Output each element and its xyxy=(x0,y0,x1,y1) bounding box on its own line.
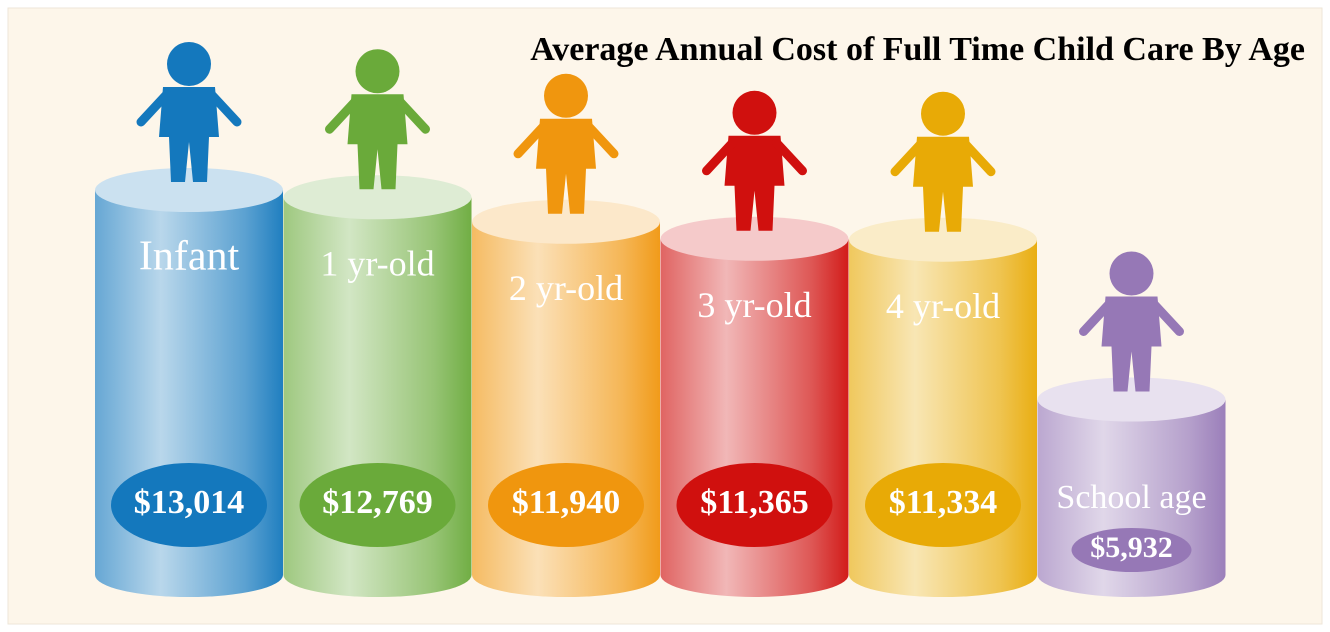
bar-top xyxy=(95,168,283,212)
value-label: $11,334 xyxy=(889,484,998,521)
category-label: Infant xyxy=(139,234,240,280)
child-head xyxy=(167,42,211,86)
child-head xyxy=(1109,251,1154,296)
category-label: School age xyxy=(1056,479,1206,516)
category-label: 4 yr-old xyxy=(886,286,1000,326)
value-badge xyxy=(1071,528,1192,572)
category-label: 3 yr-old xyxy=(697,285,811,325)
child-arms xyxy=(325,96,430,134)
child-head xyxy=(544,73,588,118)
value-label: $12,769 xyxy=(322,484,433,521)
value-badge xyxy=(676,463,833,547)
bar-top xyxy=(660,216,849,261)
child-head xyxy=(355,49,400,94)
value-badge xyxy=(111,463,267,547)
value-label: $5,932 xyxy=(1090,531,1173,564)
category-label: 2 yr-old xyxy=(509,268,623,308)
child-arms xyxy=(1079,299,1184,337)
child-body xyxy=(1101,296,1162,392)
value-label: $11,940 xyxy=(512,484,621,521)
child-arms xyxy=(702,138,807,176)
bar-top xyxy=(1037,377,1226,422)
child-arms xyxy=(513,121,619,159)
child-body xyxy=(347,94,408,190)
child-arms xyxy=(136,89,242,127)
child-body xyxy=(159,87,219,182)
value-label: $13,014 xyxy=(134,484,245,521)
value-badge xyxy=(299,463,456,547)
bar-top xyxy=(849,217,1037,262)
child-body xyxy=(724,135,785,231)
child-head xyxy=(921,91,965,136)
value-label: $11,365 xyxy=(700,484,809,521)
category-label: 1 yr-old xyxy=(320,244,434,284)
child-body xyxy=(536,118,596,214)
child-head xyxy=(732,90,777,135)
child-arms xyxy=(890,139,996,177)
child-body xyxy=(913,136,973,232)
chart-title: Average Annual Cost of Full Time Child C… xyxy=(530,31,1305,68)
bar-top xyxy=(283,175,472,220)
value-badge xyxy=(488,463,644,547)
value-badge xyxy=(865,463,1021,547)
bar-top xyxy=(472,199,660,244)
